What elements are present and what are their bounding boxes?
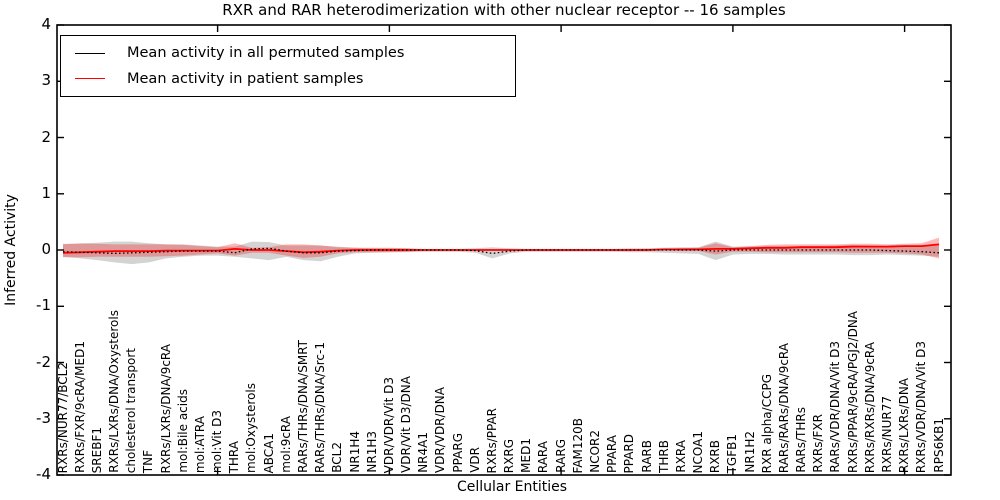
chart-title: RXR and RAR heterodimerization with othe… [222,1,786,19]
y-tick-label: 2 [41,127,51,146]
x-tick-label: TGFB1 [725,433,740,473]
x-tick-label: SREBF1 [89,426,104,473]
x-tick-label: PPARA [605,435,620,473]
x-tick-label: PPARG [450,433,465,473]
y-tick-label: -3 [36,408,51,427]
x-tick-label: VDR/Vit D3/DNA [399,376,414,473]
x-tick-label: MED1 [519,438,534,473]
patient-samples-range [63,237,939,259]
x-tick-label: RARA [536,440,551,473]
x-axis-label: Cellular Entities [456,479,568,495]
x-tick-label: NR1H4 [347,431,362,473]
x-tick-label: NR1H3 [364,431,379,473]
y-tick-label: 1 [41,183,51,202]
x-tick-label: THRA [227,440,242,473]
x-tick-label: RARB [639,440,654,473]
legend-label-permuted: Mean activity in all permuted samples [127,45,405,62]
x-tick-label: RXRs/LXRs/DNA/9cRA [158,343,173,474]
y-tick-label: 3 [41,71,51,90]
x-tick-label: RARs/VDR/DNA/Vit D3 [828,341,843,473]
x-tick-label: TNF [141,449,156,473]
x-tick-label: RXRG [502,438,517,473]
patient-mean-line [62,243,940,254]
x-tick-label: NCOR2 [587,430,602,473]
x-tick-label: RXRs/RXRs/DNA/9cRA [862,341,877,473]
x-tick-label: RXRB [708,439,723,473]
y-tick-label: -1 [36,296,51,315]
x-tick-label: NR1H2 [742,431,757,473]
x-tick-label: RXRs/FXR [811,414,826,473]
y-tick-label: 4 [41,15,51,33]
x-tick-label: mol:Bile acids [175,389,190,473]
x-tick-label: RARG [553,439,568,473]
x-tick-label: RXRA [673,440,688,473]
x-tick-label: RXR alpha/CCPG [759,373,774,473]
x-tick-label: VDR [467,447,482,473]
x-tick-label: RXRs/LXRs/DNA [897,377,912,473]
x-tick-label: RPS6KB1 [931,418,946,473]
x-tick-label: THRB [656,440,671,473]
x-tick-label: RXRs/PPAR/9cRA/PGJ2/DNA [845,311,860,473]
legend-label-patient: Mean activity in patient samples [127,70,364,87]
y-tick-label: -4 [36,465,51,483]
y-tick-label: -2 [36,352,51,371]
y-tick-label: 0 [41,240,51,258]
x-tick-label: RXRs/FXR/9cRA/MED1 [72,341,87,473]
legend: Mean activity in all permuted samples Me… [60,35,516,97]
x-tick-label: BCL2 [330,442,345,473]
x-tick-label: RARs/THRs/DNA/SMRT [295,340,310,473]
permuted-line-swatch [75,52,105,54]
x-tick-label: FAM120B [570,417,585,474]
x-tick-label: ABCA1 [261,432,276,473]
x-tick-label: mol:Oxysterols [244,383,259,473]
legend-entry-patient: Mean activity in patient samples [75,71,515,87]
x-tick-label: VDR/VDR/Vit D3 [381,376,396,473]
permuted-samples-range [63,241,939,265]
x-tick-label: RARs/THRs/DNA/Src-1 [313,342,328,473]
x-tick-label: RARs/THRs [794,407,809,473]
x-tick-label: RXRs/NUR77/BCL2 [55,361,70,473]
x-tick-label: NCOA1 [691,430,706,473]
x-tick-label: RARs/RARs/DNA/9cRA [776,342,791,473]
x-tick-label: RXRs/LXRs/DNA/Oxysterols [107,310,122,473]
x-tick-label: RXRs/NUR77 [879,396,894,473]
x-tick-label: mol:ATRA [192,415,207,473]
x-tick-label: RXRs/VDR/DNA/Vit D3 [914,340,929,473]
x-tick-label: PPARD [622,433,637,474]
x-tick-label: cholesterol transport [124,347,139,473]
x-tick-label: NR4A1 [416,432,431,473]
legend-entry-permuted: Mean activity in all permuted samples [75,45,515,61]
x-tick-label: mol:9cRA [278,416,293,473]
patient-line-swatch [75,78,105,80]
x-tick-label: mol:Vit D3 [210,409,225,473]
x-tick-label: VDR/VDR/DNA [433,386,448,473]
x-tick-label: RXRs/PPAR [484,407,499,473]
